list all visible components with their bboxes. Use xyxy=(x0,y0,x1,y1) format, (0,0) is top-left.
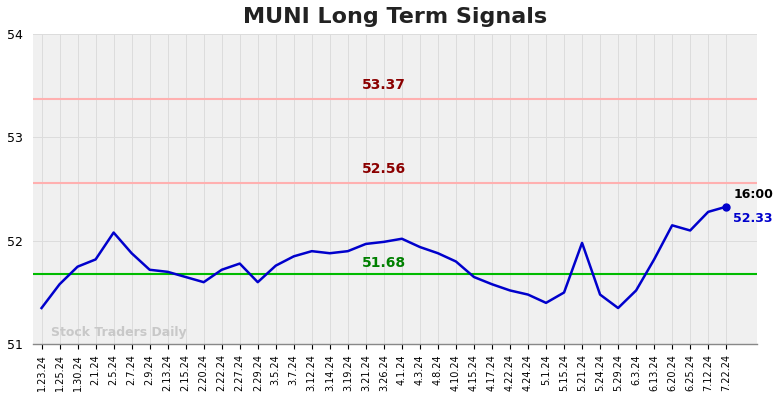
Title: MUNI Long Term Signals: MUNI Long Term Signals xyxy=(242,7,546,27)
Text: 16:00: 16:00 xyxy=(733,187,773,201)
Text: 52.33: 52.33 xyxy=(733,212,773,225)
Text: 51.68: 51.68 xyxy=(361,256,406,270)
Text: 53.37: 53.37 xyxy=(362,78,406,92)
Text: 52.56: 52.56 xyxy=(361,162,406,176)
Text: Stock Traders Daily: Stock Traders Daily xyxy=(50,326,186,339)
